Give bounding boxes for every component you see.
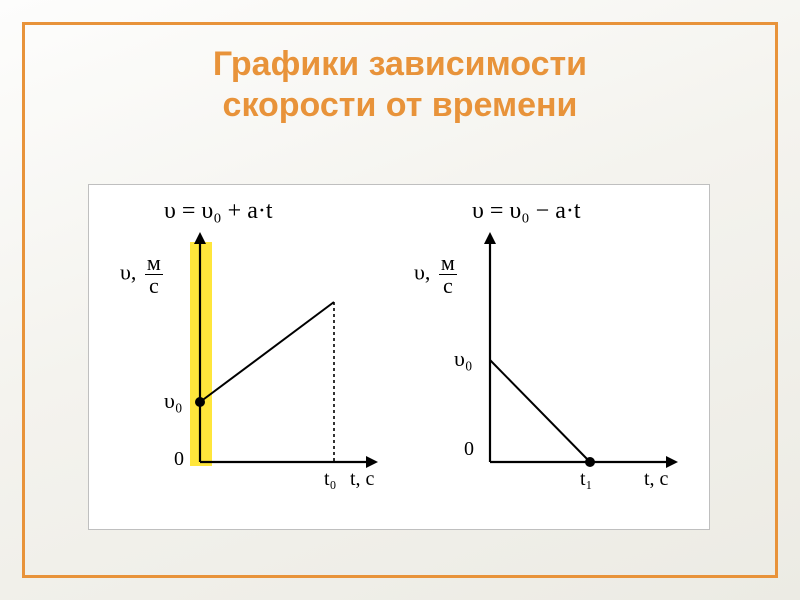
right-y-arrow-icon — [484, 232, 496, 244]
right-chart — [418, 232, 678, 502]
right-t1-marker — [585, 457, 595, 467]
title-line-1: Графики зависимости — [0, 44, 800, 85]
right-data-line — [490, 360, 590, 462]
right-equation: υ = υ₀ − a·t — [472, 198, 581, 225]
left-chart — [118, 232, 378, 502]
left-data-line — [200, 302, 334, 402]
slide: Графики зависимости скорости от времени … — [0, 0, 800, 600]
right-x-arrow-icon — [666, 456, 678, 468]
title-line-2: скорости от времени — [0, 85, 800, 126]
left-equation: υ = υ₀ + a·t — [164, 198, 273, 225]
slide-title: Графики зависимости скорости от времени — [0, 44, 800, 126]
left-y-arrow-icon — [194, 232, 206, 244]
left-x-arrow-icon — [366, 456, 378, 468]
left-v0-marker — [195, 397, 205, 407]
